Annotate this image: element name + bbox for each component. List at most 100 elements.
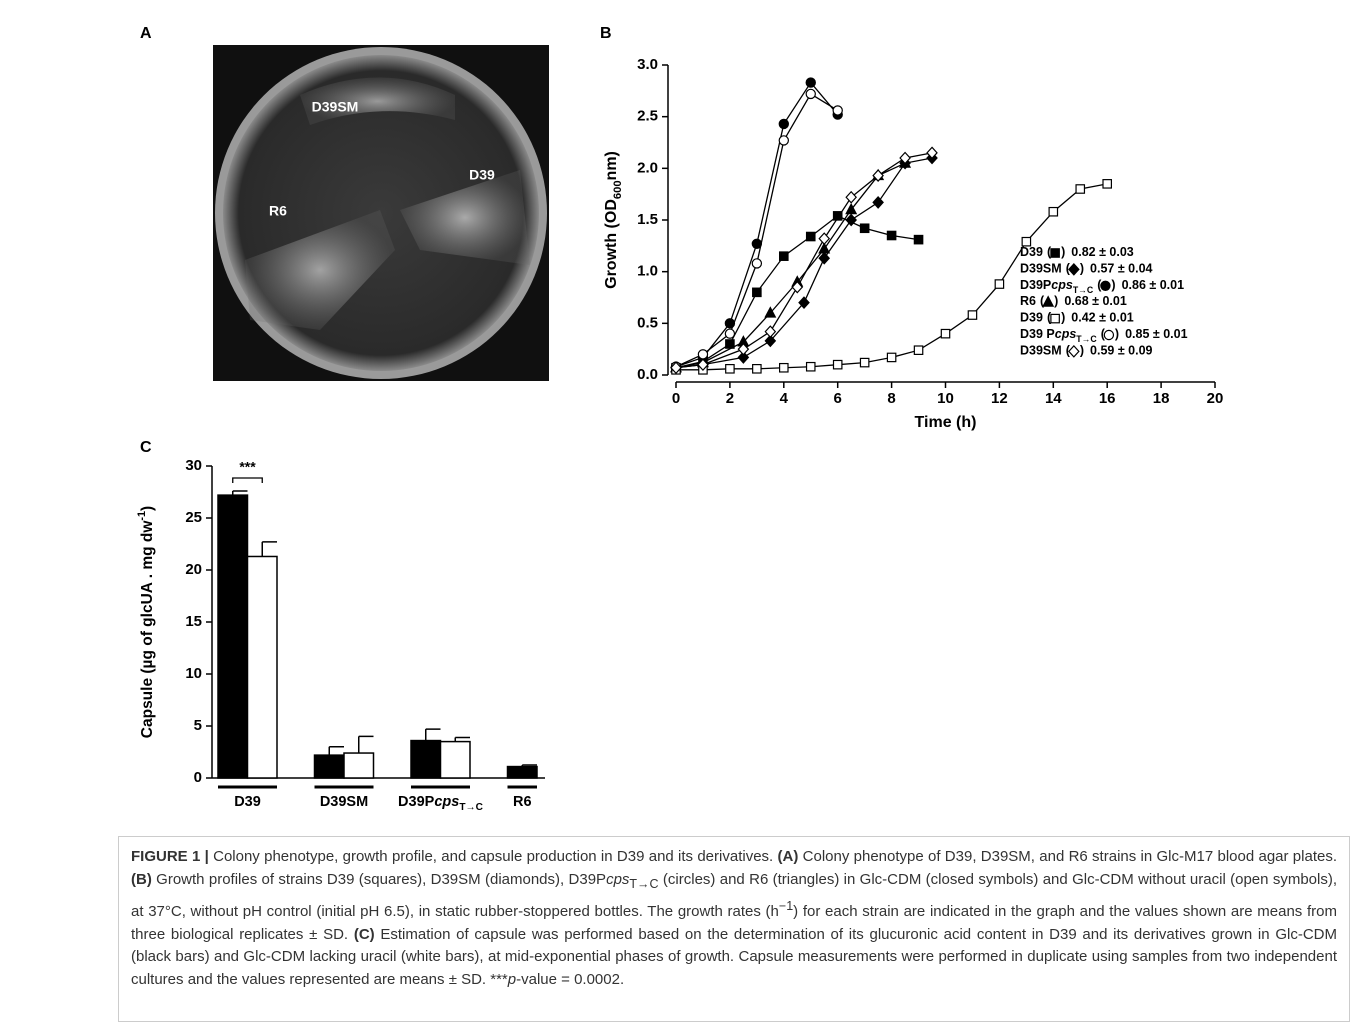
legend-label: R6 ( (1020, 294, 1045, 308)
x-tick-label: 12 (991, 390, 1008, 407)
error-bar (328, 746, 344, 756)
caption-text: Colony phenotype, growth profile, and ca… (213, 848, 778, 865)
legend-bracket: ) (1115, 327, 1119, 341)
error-bar (521, 764, 537, 767)
marker (724, 318, 736, 329)
legend-bracket: ) (1054, 294, 1058, 308)
x-tick-label: 0 (672, 390, 680, 407)
legend-rate: 0.85 ± 0.01 (1125, 327, 1188, 341)
panel-label: A (140, 25, 152, 42)
text-run: 600 (612, 180, 624, 199)
y-tick-label: 15 (185, 613, 202, 630)
text-run: T→C (459, 802, 483, 813)
x-tick-label: 14 (1045, 390, 1062, 407)
x-tick-label: 2 (726, 390, 734, 407)
series-line (675, 162, 906, 369)
marker (886, 230, 897, 241)
figure: D39SM D39 R6 A B C 0.0 0.5 1.0 1.5 2.0 2.5 3.0… (136, 25, 1224, 813)
x-tick-label: 20 (1207, 390, 1224, 407)
marker (697, 349, 709, 360)
marker (845, 202, 858, 215)
marker (752, 364, 762, 374)
marker (764, 306, 777, 318)
legend-bracket: ) (1111, 278, 1115, 292)
caption-text: (circles) and R6 (triangles) in Glc-CDM … (131, 870, 1337, 921)
plate-label: D39SM (312, 99, 359, 115)
marker (913, 234, 924, 245)
text-run: D39P (398, 794, 435, 810)
legend-marker (1103, 329, 1115, 341)
x-tick-label: 18 (1153, 390, 1170, 407)
caption-text: p (507, 970, 517, 988)
legend-bracket: ( (1047, 311, 1052, 325)
marker (725, 339, 735, 349)
legend-bracket: ) (1061, 245, 1065, 259)
series-line (675, 152, 933, 369)
y-tick-label: 3.0 (637, 56, 658, 73)
text-run: D39 (234, 794, 261, 810)
x-tick-label: D39SM (320, 794, 368, 810)
legend-bracket: ) (1061, 311, 1065, 325)
x-tick-label: D39 (234, 794, 261, 810)
y-tick-label: 0.5 (637, 314, 658, 331)
error-bar (358, 735, 374, 754)
legend-label: ) 0.85 ± 0.01 (1115, 327, 1188, 341)
y-tick-label: 1.5 (637, 211, 658, 228)
legend-marker (1068, 263, 1080, 276)
x-tick-label: 4 (780, 390, 789, 407)
y-tick-label: 5 (194, 717, 202, 734)
text-run: D39SM (1020, 262, 1062, 276)
y-tick-label: 1.0 (637, 263, 658, 280)
marker (967, 310, 978, 320)
legend-label: ) 0.68 ± 0.01 (1054, 294, 1127, 308)
marker (670, 361, 682, 375)
legend-label: ) 0.59 ± 0.09 (1080, 344, 1153, 358)
caption-text: Colony phenotype of D39, D39SM, and R6 s… (798, 848, 1337, 865)
marker (778, 135, 790, 146)
legend-rate: 0.42 ± 0.01 (1071, 311, 1134, 325)
x-tick-label: 6 (834, 390, 842, 407)
y-tick-label: 0 (194, 769, 202, 786)
x-tick-label: 16 (1099, 390, 1116, 407)
text-run: D39 (1020, 245, 1043, 259)
legend-label: ) 0.42 ± 0.01 (1061, 311, 1134, 325)
x-tick-label: 10 (937, 390, 954, 407)
bar (410, 739, 442, 779)
bar (343, 752, 375, 779)
y-axis-title: Growth (OD600nm) (603, 151, 624, 289)
legend-marker (1100, 280, 1111, 291)
marker (832, 105, 843, 116)
marker (805, 231, 816, 242)
marker (886, 352, 897, 363)
text-run: cps (1055, 327, 1077, 341)
marker (725, 364, 735, 374)
series-line (675, 81, 839, 368)
error-bar (454, 736, 470, 742)
y-axis-title: Capsule (µg of glcUA . mg dw-1) (136, 506, 156, 738)
marker (764, 325, 777, 338)
legend-label: D39 ( (1020, 245, 1052, 259)
marker (778, 362, 789, 373)
marker (818, 251, 831, 265)
text-run: cps (1051, 278, 1073, 292)
legend-bracket: ( (1040, 294, 1045, 308)
text-run: ) (139, 506, 156, 511)
text-run: Growth (OD (603, 199, 620, 289)
x-tick-label: 8 (887, 390, 895, 407)
text-run: D39P (1020, 278, 1051, 292)
caption-text: −1 (778, 899, 794, 914)
legend-bracket: ) (1080, 262, 1084, 276)
marker (1102, 179, 1112, 189)
marker (859, 357, 870, 368)
marker (872, 196, 884, 209)
series-line (675, 215, 919, 369)
marker (994, 279, 1005, 289)
caption-text: (C) (353, 925, 375, 943)
marker (913, 345, 924, 355)
legend-bracket: ) (1080, 344, 1084, 358)
x-tick-label: R6 (513, 794, 532, 810)
marker (1048, 206, 1059, 217)
plate-label: R6 (269, 203, 287, 219)
caption: FIGURE 1 | Colony phenotype, growth prof… (118, 836, 1350, 1022)
caption-text: cps (606, 870, 630, 888)
